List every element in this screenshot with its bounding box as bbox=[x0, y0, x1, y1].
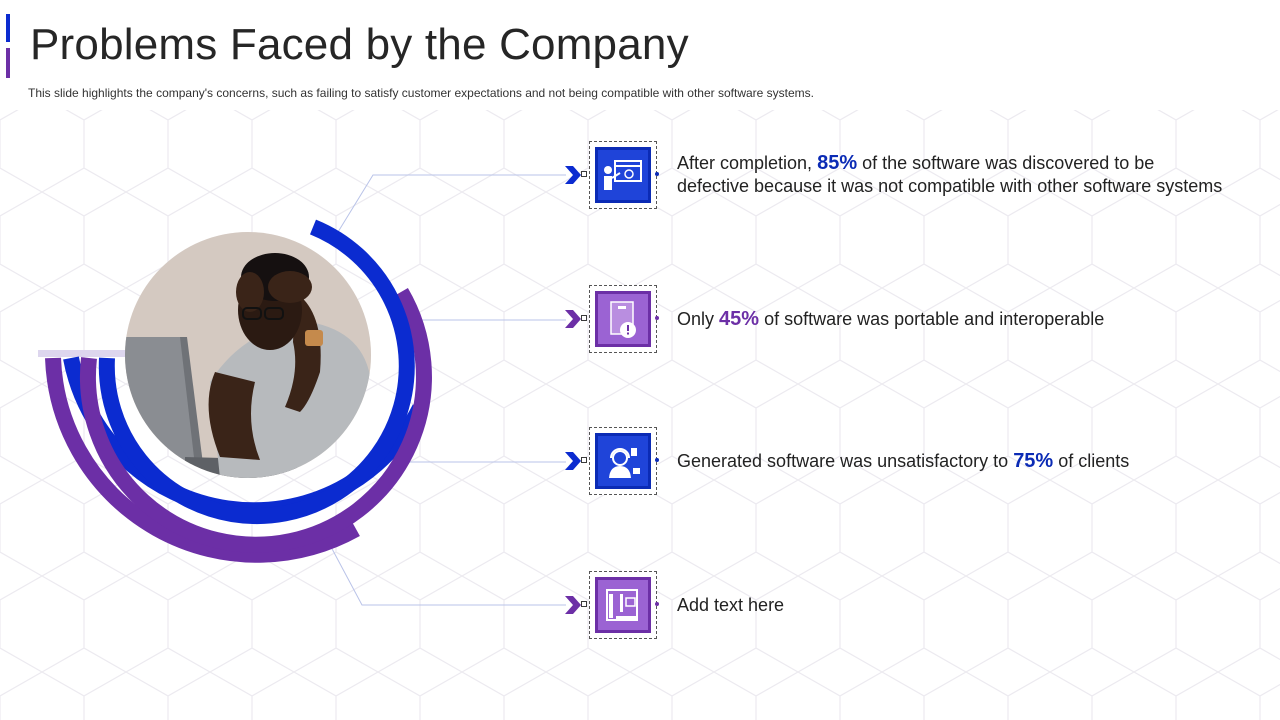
item-text-before: Only bbox=[677, 309, 715, 329]
connector-dot bbox=[655, 458, 659, 462]
connector-dot bbox=[655, 602, 659, 606]
arc-outer-purple bbox=[45, 357, 360, 563]
arc-inner-blue bbox=[98, 219, 415, 525]
problem-text-1: After completion, 85% of the software wa… bbox=[677, 152, 1222, 198]
chevron-right-icon bbox=[565, 166, 581, 184]
customer-support-icon bbox=[595, 433, 651, 489]
blueprint-tools-icon bbox=[595, 577, 651, 633]
item-percent: 85% bbox=[817, 152, 858, 174]
item-percent: 75% bbox=[1013, 450, 1054, 472]
icon-frame bbox=[589, 571, 657, 639]
connector-square-dot bbox=[581, 601, 587, 607]
problem-item-1: After completion, 85% of the software wa… bbox=[560, 141, 1260, 211]
problem-text-2: Only 45% of software was portable and in… bbox=[677, 308, 1104, 331]
icon-frame bbox=[589, 427, 657, 495]
connector-dot bbox=[655, 172, 659, 176]
problem-item-3: Generated software was unsatisfactory to… bbox=[560, 427, 1260, 497]
problem-item-4: Add text here bbox=[560, 571, 1260, 641]
icon-frame bbox=[589, 285, 657, 353]
item-text-after: of software was portable and interoperab… bbox=[764, 309, 1105, 329]
connector-square-dot bbox=[581, 457, 587, 463]
presentation-screen-icon bbox=[595, 147, 651, 203]
item-text-after: of clients bbox=[1058, 451, 1130, 471]
problem-text-3: Generated software was unsatisfactory to… bbox=[677, 450, 1129, 473]
page-subtitle: This slide highlights the company's conc… bbox=[28, 86, 815, 100]
document-alert-icon bbox=[595, 291, 651, 347]
stressed-man-photo bbox=[125, 232, 371, 478]
chevron-right-icon bbox=[565, 452, 581, 470]
item-text-line2: defective because it was not compatible … bbox=[677, 176, 1223, 196]
problem-text-4: Add text here bbox=[677, 594, 784, 617]
problem-item-2: Only 45% of software was portable and in… bbox=[560, 285, 1260, 355]
chevron-right-icon bbox=[565, 310, 581, 328]
title-accent-bar-blue bbox=[6, 14, 10, 42]
connector-square-dot bbox=[581, 171, 587, 177]
connector-dot bbox=[655, 316, 659, 320]
icon-frame bbox=[589, 141, 657, 209]
arc-mid-purple bbox=[79, 287, 432, 553]
page-title: Problems Faced by the Company bbox=[30, 20, 689, 69]
item-percent: 45% bbox=[719, 308, 760, 330]
item-text-before: Generated software was unsatisfactory to bbox=[677, 451, 1009, 471]
item-text: Add text here bbox=[677, 595, 785, 615]
item-text-after: of the software was discovered to be bbox=[862, 153, 1155, 173]
item-text-before: After completion, bbox=[677, 153, 813, 173]
connector-square-dot bbox=[581, 315, 587, 321]
title-accent-bar-purple bbox=[6, 48, 10, 78]
chevron-right-icon bbox=[565, 596, 581, 614]
